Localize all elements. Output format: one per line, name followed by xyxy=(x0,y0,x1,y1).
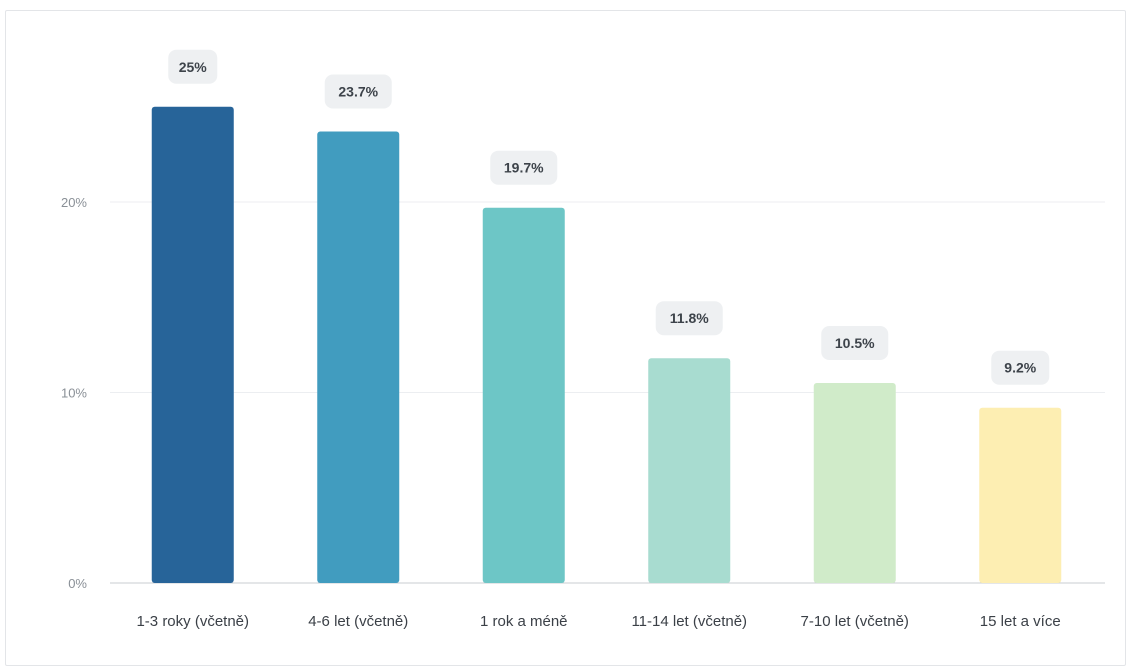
gridlines xyxy=(110,201,1105,584)
data-label-text: 9.2% xyxy=(1004,360,1036,376)
data-label-background xyxy=(991,350,1050,385)
x-category-label: 11-14 let (včetně) xyxy=(631,613,747,630)
x-category-label: 4-6 let (včetně) xyxy=(308,613,408,630)
data-labels: 25% 23.7% 19.7% 11.8% 10.5% 9.2% xyxy=(168,49,1050,385)
x-category-label: 1 rok a méně xyxy=(480,613,568,630)
y-tick-label: 10% xyxy=(61,386,87,401)
data-label-text: 10.5% xyxy=(835,335,875,351)
bar[interactable] xyxy=(151,106,234,583)
data-label-background xyxy=(490,150,558,185)
bar[interactable] xyxy=(317,131,400,583)
data-label-background xyxy=(655,301,723,336)
x-category-label: 15 let a více xyxy=(980,613,1061,630)
y-tick-label: 20% xyxy=(61,195,87,210)
y-tick-label: 0% xyxy=(68,576,87,591)
data-label: 25% xyxy=(168,49,218,84)
data-label: 9.2% xyxy=(991,350,1050,385)
data-label: 10.5% xyxy=(821,325,889,360)
data-label-background xyxy=(324,74,392,109)
bars xyxy=(151,106,1062,583)
bar[interactable] xyxy=(648,358,731,583)
data-label: 23.7% xyxy=(324,74,392,109)
data-label-text: 11.8% xyxy=(670,310,709,326)
x-category-label: 7-10 let (včetně) xyxy=(801,613,909,630)
data-label-text: 25% xyxy=(179,59,208,75)
data-label-background xyxy=(168,49,218,84)
bar[interactable] xyxy=(979,407,1062,583)
data-label-text: 23.7% xyxy=(338,84,378,100)
data-label: 11.8% xyxy=(655,301,723,336)
data-label: 19.7% xyxy=(490,150,558,185)
bar[interactable] xyxy=(482,207,565,583)
bar[interactable] xyxy=(813,382,896,583)
y-axis-ticks: 0% 10% 20% xyxy=(61,195,87,591)
data-label-text: 19.7% xyxy=(504,160,544,176)
data-label-background xyxy=(821,325,889,360)
x-axis-categories: 1-3 roky (včetně) 4-6 let (včetně) 1 rok a… xyxy=(136,613,1060,630)
x-category-label: 1-3 roky (včetně) xyxy=(136,613,249,630)
